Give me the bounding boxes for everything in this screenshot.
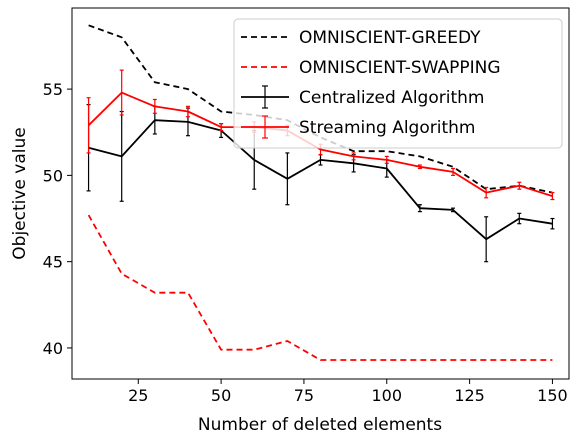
- x-tick-label: 50: [211, 386, 231, 405]
- legend-label: Streaming Algorithm: [299, 118, 475, 138]
- x-tick-label: 75: [294, 386, 314, 405]
- legend-box: [233, 18, 563, 149]
- legend-label: Centralized Algorithm: [299, 88, 484, 108]
- legend: OMNISCIENT-GREEDY OMNISCIENT-SWAPPING Cent…: [233, 18, 563, 149]
- x-axis-title: Number of deleted elements: [198, 415, 442, 435]
- legend-label: OMNISCIENT-GREEDY: [299, 28, 481, 48]
- axis-ticks: 25 50 75 100 125 150 40 45 50 55: [43, 80, 568, 405]
- series-line: [87, 214, 553, 361]
- x-tick-label: 25: [128, 386, 148, 405]
- series-line: [88, 119, 553, 241]
- series-omniscient-swapping: [87, 214, 553, 361]
- y-tick-label: 45: [43, 253, 63, 272]
- plot-marks: [86, 24, 555, 361]
- y-tick-label: 40: [43, 339, 63, 358]
- y-axis-title: Objective value: [10, 127, 30, 259]
- series-line: [88, 24, 553, 194]
- x-tick-label: 150: [537, 386, 568, 405]
- x-tick-label: 125: [454, 386, 485, 405]
- y-tick-label: 55: [43, 80, 63, 99]
- y-tick-label: 50: [43, 166, 63, 185]
- series-streaming-algorithm: [86, 69, 555, 201]
- series-omniscient-greedy: [88, 24, 553, 194]
- x-tick-label: 100: [371, 386, 402, 405]
- series-line: [87, 91, 553, 197]
- legend-label: OMNISCIENT-SWAPPING: [299, 58, 501, 78]
- plot-frame: [71, 7, 570, 380]
